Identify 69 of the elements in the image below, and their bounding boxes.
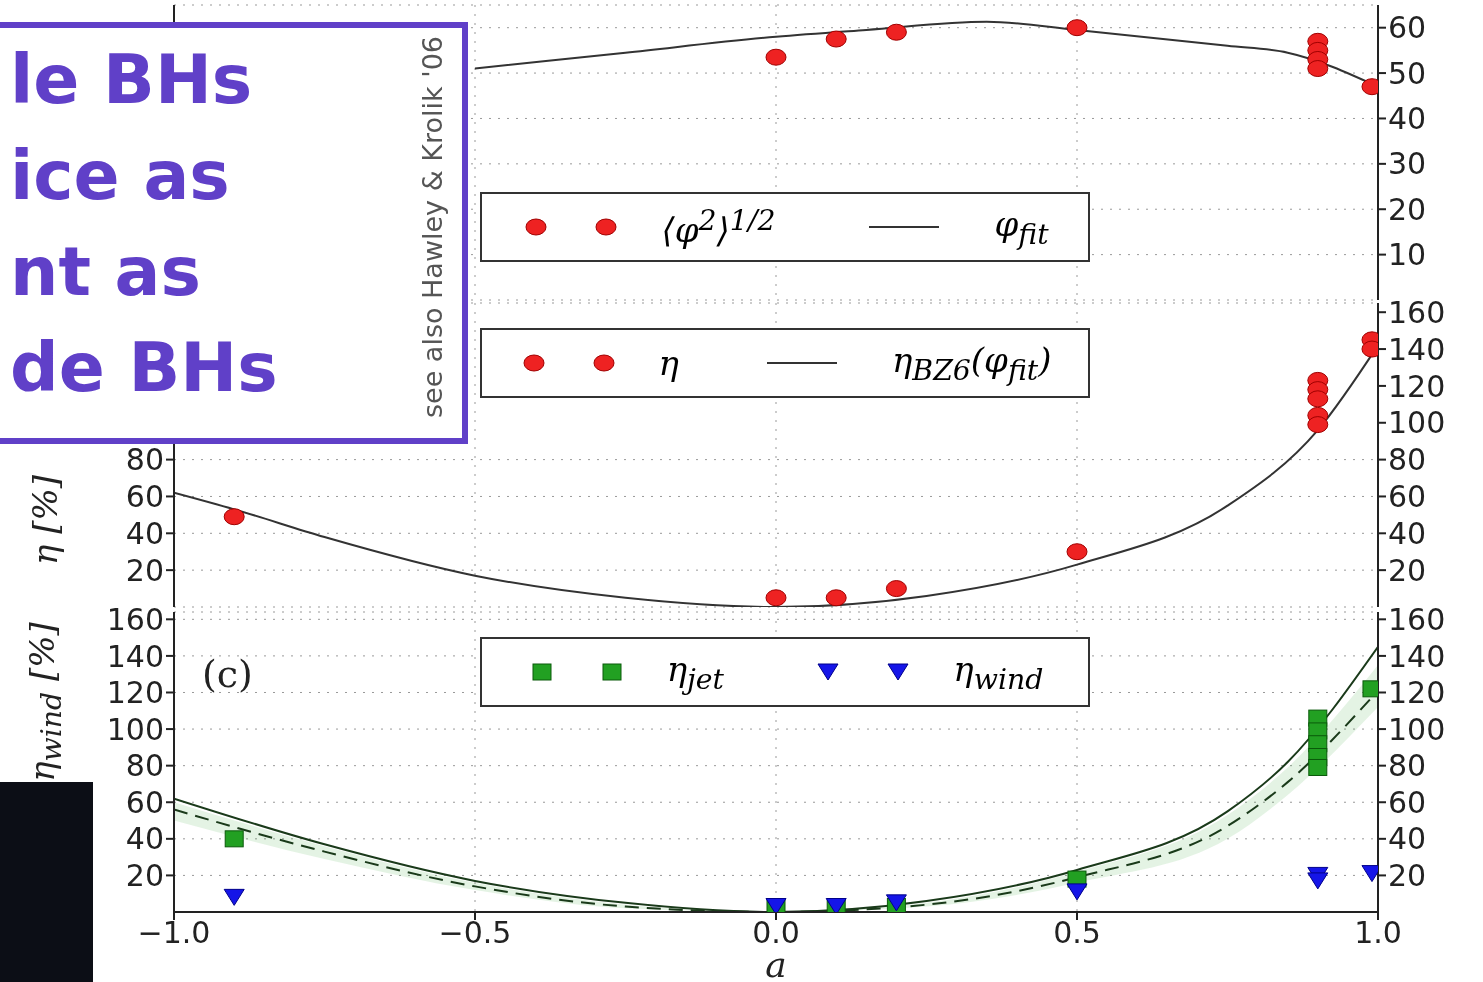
point (1066, 883, 1088, 901)
y-axis-title: η [%] (25, 474, 65, 566)
y-tick-label: 140 (106, 638, 164, 674)
legend-label: φ$_{fit}$ (994, 203, 1049, 251)
y2-tick-label: 50 (1388, 55, 1427, 91)
y2-tick-label: 40 (1388, 821, 1427, 857)
y2-tick-label: 80 (1388, 442, 1427, 478)
legend-label: η$_{BZ6}$(φ$_{fit}$) (891, 339, 1052, 387)
point (765, 589, 787, 607)
y-tick-label: 20 (125, 552, 164, 588)
point (1307, 390, 1329, 408)
y-tick-label: 60 (125, 479, 164, 515)
x-tick-label: −0.5 (438, 915, 512, 951)
x-tick-label: −1.0 (137, 915, 211, 951)
y-tick-label: 80 (125, 442, 164, 478)
y2-tick-label: 40 (1388, 515, 1427, 551)
y2-tick-label: 160 (1388, 601, 1446, 637)
y2-tick-label: 20 (1388, 552, 1427, 588)
point (223, 508, 245, 526)
y2-tick-label: 120 (1388, 368, 1446, 404)
y2-tick-label: 40 (1388, 101, 1427, 137)
y-tick-label: 160 (106, 601, 164, 637)
y2-tick-label: 160 (1388, 294, 1446, 330)
y2-tick-label: 80 (1388, 748, 1427, 784)
y2-tick-label: 60 (1388, 10, 1427, 46)
y2-tick-label: 60 (1388, 479, 1427, 515)
y2-tick-label: 20 (1388, 858, 1427, 894)
y-tick-label: 40 (125, 821, 164, 857)
point (223, 888, 245, 906)
y-tick-label: 80 (125, 748, 164, 784)
x-tick-label: 1.0 (1354, 915, 1402, 951)
annotation: (c) (202, 652, 253, 696)
point (1307, 872, 1329, 890)
point (765, 48, 787, 66)
point (825, 589, 847, 607)
point (224, 830, 244, 848)
y-tick-label: 40 (125, 515, 164, 551)
y2-tick-label: 60 (1388, 784, 1427, 820)
y-tick-label: 60 (125, 784, 164, 820)
y-tick-label: 20 (125, 858, 164, 894)
point (1307, 60, 1329, 78)
point (825, 30, 847, 48)
y2-tick-label: 10 (1388, 237, 1427, 273)
y2-tick-label: 140 (1388, 638, 1446, 674)
point (1308, 758, 1328, 776)
legend-label: η (658, 343, 679, 383)
y2-tick-label: 100 (1388, 711, 1446, 747)
y2-tick-label: 100 (1388, 405, 1446, 441)
y2-tick-label: 140 (1388, 331, 1446, 367)
y2-tick-label: 20 (1388, 191, 1427, 227)
legend-label: ⟨φ$^{2}$⟩$^{1/2}$ (661, 203, 776, 251)
y-tick-label: 120 (106, 675, 164, 711)
point (1066, 543, 1088, 561)
annotation: le BHs (10, 40, 253, 119)
point (885, 894, 907, 912)
y2-tick-label: 120 (1388, 675, 1446, 711)
point (1066, 19, 1088, 37)
y-tick-label: 100 (106, 711, 164, 747)
annotation: ice as (10, 136, 230, 215)
y2-tick-label: 30 (1388, 146, 1427, 182)
annotation: see also Hawley & Krolik '06 (416, 35, 448, 419)
annotation: nt as (10, 232, 201, 311)
point (885, 23, 907, 41)
annotation: de BHs (10, 328, 278, 407)
legend-label: η$_{jet}$ (666, 648, 724, 696)
legend-label: η$_{wind}$ (953, 648, 1044, 696)
point (885, 580, 907, 598)
point (1307, 416, 1329, 434)
x-tick-label: 0.5 (1053, 915, 1101, 951)
